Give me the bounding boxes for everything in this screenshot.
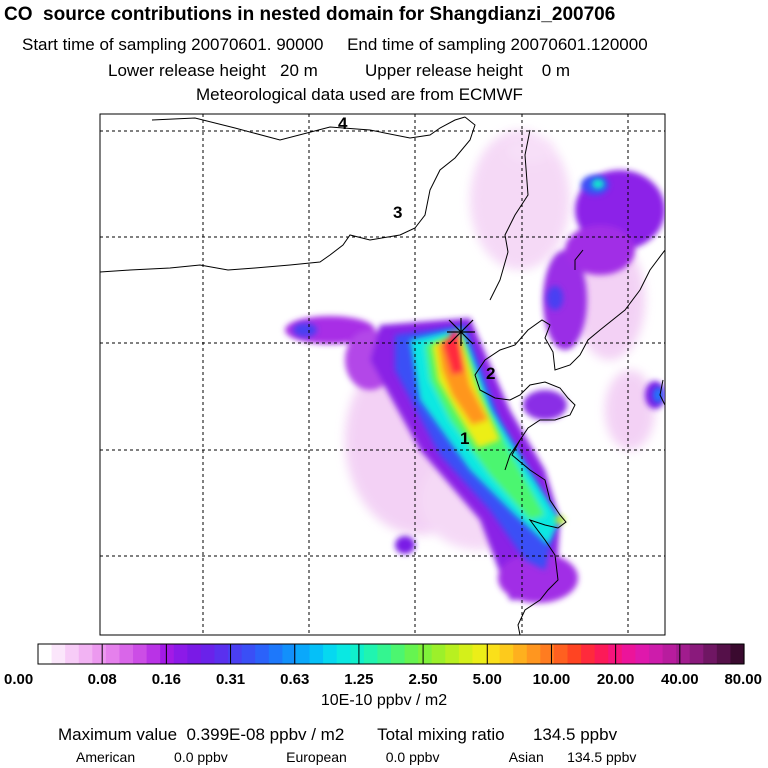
colorbar bbox=[37, 643, 745, 665]
colorbar-swatch bbox=[716, 644, 732, 664]
lat-lon-grid bbox=[100, 114, 665, 635]
colorbar-swatch bbox=[581, 644, 596, 664]
colorbar-swatch bbox=[648, 644, 664, 664]
region-label-4: 4 bbox=[338, 114, 348, 133]
colorbar-swatch bbox=[78, 644, 93, 664]
colorbar-frame bbox=[37, 643, 745, 665]
colorbar-swatch bbox=[635, 644, 650, 664]
colorbar-swatch bbox=[65, 644, 80, 664]
colorbar-tick-label: 5.00 bbox=[473, 671, 502, 688]
colorbar-swatch bbox=[38, 644, 53, 664]
colorbar-tick-label: 80.00 bbox=[724, 671, 762, 688]
region-name: European bbox=[286, 749, 347, 765]
colorbar-swatch bbox=[268, 644, 283, 664]
colorbar-swatch bbox=[377, 644, 392, 664]
colorbar-swatch bbox=[703, 644, 718, 664]
colorbar-tick-label: 0.63 bbox=[280, 671, 309, 688]
colorbar-swatch bbox=[513, 644, 528, 664]
colorbar-swatch bbox=[458, 644, 474, 664]
colorbar-swatch bbox=[676, 644, 691, 664]
colorbar-swatch bbox=[472, 644, 487, 664]
region-value: 0.0 ppbv bbox=[385, 749, 440, 765]
coastlines bbox=[100, 116, 665, 635]
colorbar-swatch bbox=[295, 644, 311, 664]
colorbar-swatch bbox=[323, 644, 338, 664]
colorbar-swatch bbox=[146, 644, 161, 664]
max-total-line: Maximum value 0.399E-08 ppbv / m2 Total … bbox=[58, 725, 617, 745]
colorbar-swatch bbox=[553, 644, 569, 664]
colorbar-swatch bbox=[567, 644, 582, 664]
concentration-field bbox=[285, 130, 665, 603]
colorbar-swatch bbox=[119, 644, 134, 664]
colorbar-swatch bbox=[363, 644, 379, 664]
colorbar-swatch bbox=[92, 644, 107, 664]
colorbar-tick-label: 0.08 bbox=[88, 671, 117, 688]
region-name: Asian bbox=[508, 749, 544, 765]
region-value: 134.5 ppbv bbox=[567, 749, 637, 765]
met-data-line: Meteorological data used are from ECMWF bbox=[196, 85, 523, 104]
region-label-1: 1 bbox=[460, 429, 469, 448]
colorbar-swatch bbox=[214, 644, 229, 664]
region-contributions: American 0.0 ppbv European 0.0 ppbv Asia… bbox=[76, 749, 636, 765]
region-name: American bbox=[76, 749, 136, 765]
region-label-2: 2 bbox=[486, 364, 495, 383]
colorbar-swatch bbox=[187, 644, 202, 664]
colorbar-swatch bbox=[282, 644, 297, 664]
colorbar-swatch bbox=[133, 644, 148, 664]
colorbar-swatch bbox=[228, 644, 243, 664]
colorbar-swatch bbox=[499, 644, 514, 664]
colorbar-swatch bbox=[418, 644, 433, 664]
colorbar-swatch bbox=[486, 644, 501, 664]
colorbar-swatch bbox=[404, 644, 419, 664]
colorbar-tick-label: 2.50 bbox=[408, 671, 437, 688]
colorbar-swatch bbox=[200, 644, 216, 664]
colorbar-tick-label: 1.25 bbox=[344, 671, 373, 688]
colorbar-units: 10E-10 ppbv / m2 bbox=[320, 692, 448, 709]
colorbar-swatch bbox=[431, 644, 446, 664]
colorbar-swatch bbox=[255, 644, 270, 664]
colorbar-swatch bbox=[51, 644, 66, 664]
colorbar-swatch bbox=[621, 644, 636, 664]
total-mixing-ratio-label: Total mixing ratio 134.5 ppbv bbox=[377, 725, 618, 744]
colorbar-tick-label: 20.00 bbox=[597, 671, 635, 688]
colorbar-tick-label: 0.31 bbox=[216, 671, 245, 688]
colorbar-swatch bbox=[689, 644, 704, 664]
colorbar-swatch bbox=[336, 644, 351, 664]
colorbar-swatch bbox=[526, 644, 541, 664]
colorbar-swatch bbox=[173, 644, 188, 664]
colorbar-tick-label: 10.00 bbox=[533, 671, 571, 688]
colorbar-swatch bbox=[241, 644, 256, 664]
colorbar-swatch bbox=[540, 644, 555, 664]
chart-title: CO source contributions in nested domain… bbox=[4, 4, 616, 25]
station-marker-icon bbox=[447, 318, 475, 346]
colorbar-swatch bbox=[662, 644, 677, 664]
release-height-line: Lower release height 20 m Upper release … bbox=[108, 61, 571, 80]
region-value: 0.0 ppbv bbox=[174, 749, 228, 765]
colorbar-swatch bbox=[391, 644, 406, 664]
colorbar-tick-label: 40.00 bbox=[661, 671, 699, 688]
colorbar-swatch bbox=[105, 644, 121, 664]
colorbar-swatch bbox=[445, 644, 460, 664]
max-value-label: Maximum value 0.399E-08 ppbv / m2 bbox=[58, 725, 345, 744]
region-label-3: 3 bbox=[393, 203, 402, 222]
colorbar-swatch bbox=[594, 644, 609, 664]
sampling-time-line: Start time of sampling 20070601. 90000 E… bbox=[22, 35, 648, 54]
colorbar-tick-label: 0.00 bbox=[4, 671, 33, 688]
colorbar-swatch bbox=[309, 644, 324, 664]
colorbar-swatch bbox=[160, 644, 175, 664]
colorbar-swatch bbox=[350, 644, 365, 664]
colorbar-tick-labels: 0.00 0.08 0.16 0.31 0.63 1.25 2.50 5.00 10.00 20.… bbox=[4, 671, 762, 688]
colorbar-swatch bbox=[730, 644, 745, 664]
colorbar-tick-label: 0.16 bbox=[152, 671, 181, 688]
